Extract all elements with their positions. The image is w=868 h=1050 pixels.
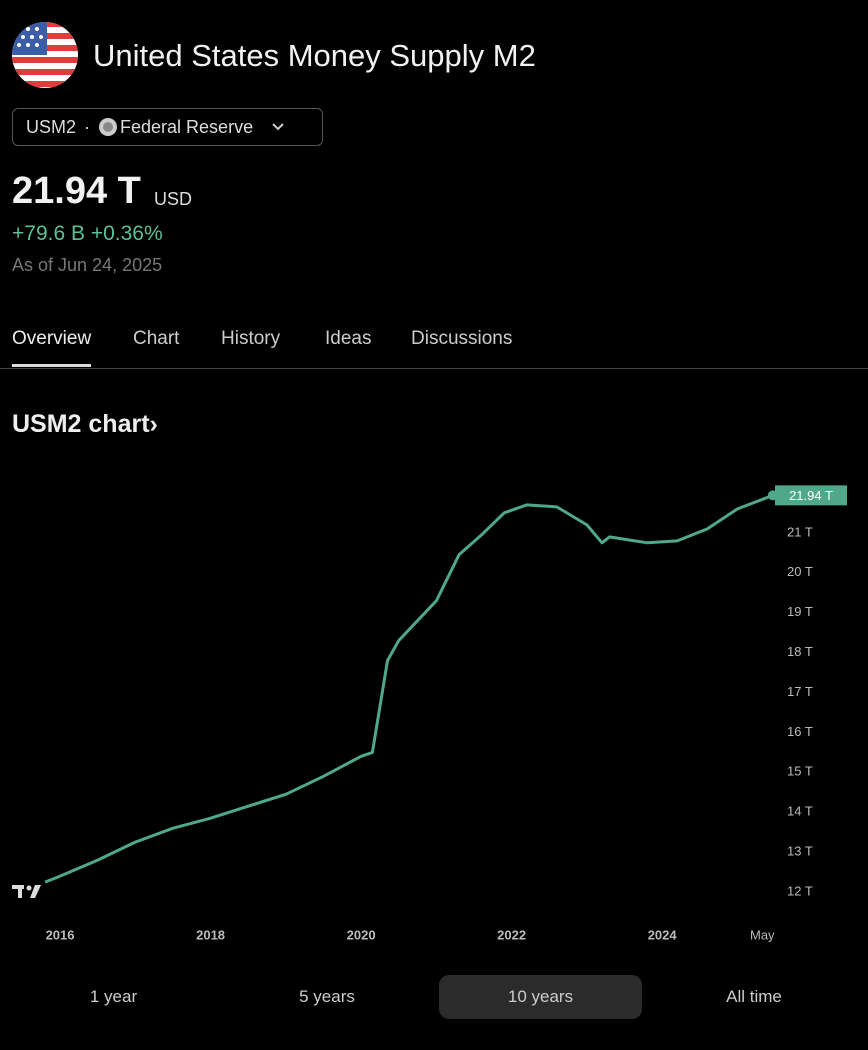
y-tick-label: 21 T [787,524,813,539]
change: +79.6 B +0.36% [12,222,163,246]
change-pct: +0.36% [90,222,163,245]
tab[interactable]: History [221,328,281,349]
separator: · [84,116,91,137]
x-tick-label: 2016 [46,927,75,942]
tab[interactable]: Discussions [411,328,513,349]
y-tick-label: 14 T [787,804,813,819]
chevron [272,123,284,131]
source-icon [99,118,118,136]
ticker: USM2 [26,116,77,137]
y-tick-label: 18 T [787,644,813,659]
chart: 12 T 13 T 14 T 15 T 16 T 17 T 18 T 19 T 20 T 21 T… [12,485,847,942]
section-title[interactable]: USM2 chart› [12,410,158,438]
range-button[interactable]: 10 years [439,975,642,1019]
x-tick-label: 2020 [347,927,376,942]
line [44,493,774,884]
range-button[interactable]: 5 years [299,987,355,1006]
y-tick-label: 19 T [787,604,813,619]
range-button[interactable]: All time [726,987,782,1006]
currency: USD [154,189,193,209]
page-title: United States Money Supply M2 [93,38,536,73]
tradingview-logo [12,885,41,898]
y-tick-label: 12 T [787,883,813,898]
tab[interactable]: Chart [133,328,180,349]
y-tick-label: 16 T [787,724,813,739]
y-tick-label: 15 T [787,764,813,779]
y-tick-label: 13 T [787,844,813,859]
x-tick-label: 2022 [497,927,526,942]
x-tick-label: 2024 [648,927,678,942]
x-tick-label: May [750,927,775,942]
y-tick-label: 17 T [787,684,813,699]
tab-bar: Overview Chart History Ideas Discussions [0,328,868,369]
tab[interactable]: Ideas [325,328,372,349]
value-label: 21.94 T [789,488,833,503]
range-bar: 1 year 5 years 10 years All time [0,975,868,1021]
y-tick-label: 20 T [787,564,813,579]
tab[interactable]: Overview [12,328,92,367]
symbol-dropdown[interactable]: USM2 · Federal Reserve [12,108,323,146]
change-abs: +79.6 B [12,222,85,245]
price: 21.94 T [12,170,141,212]
x-tick-label: 2018 [196,927,225,942]
value-label-box [775,485,847,506]
range-button[interactable]: 1 year [89,987,138,1006]
as-of: As of Jun 24, 2025 [12,255,163,275]
flag-icon [12,22,78,88]
source: Federal Reserve [120,116,254,137]
